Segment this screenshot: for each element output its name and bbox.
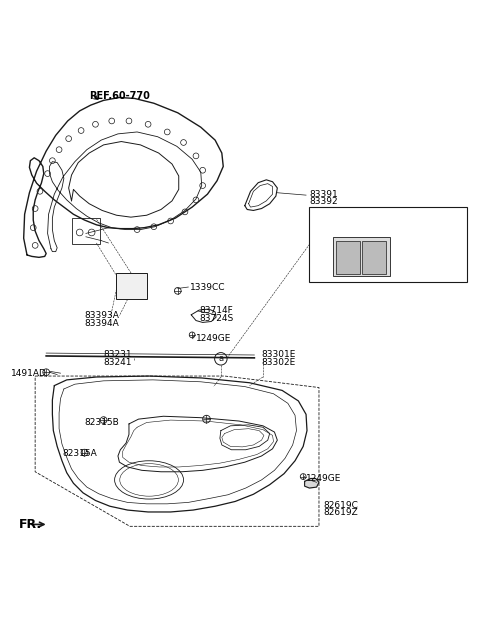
Text: 82315A: 82315A [62,449,96,458]
Bar [116,273,147,299]
Text: 83391: 83391 [310,190,338,198]
Text: FR.: FR. [19,518,42,531]
Bar [310,206,468,282]
Text: 82619C: 82619C [324,501,359,510]
Text: 1491AD: 1491AD [11,369,47,378]
Bar [336,241,360,273]
Bar [362,241,386,273]
Text: 1339CC: 1339CC [190,283,225,291]
Circle shape [132,283,140,291]
Text: 93582B: 93582B [362,237,397,247]
Text: 83231: 83231 [104,350,132,360]
Text: REF.60-770: REF.60-770 [89,91,150,100]
Circle shape [120,283,128,291]
Text: 83724S: 83724S [199,314,234,323]
Text: 82619Z: 82619Z [324,508,359,518]
Text: a: a [315,211,321,219]
Bar [72,218,100,244]
Text: 93582A: 93582A [362,230,397,239]
Text: 83241: 83241 [104,358,132,367]
Polygon shape [305,479,319,488]
Text: 83301E: 83301E [262,350,296,360]
Text: 83394A: 83394A [84,319,119,328]
Text: 83714F: 83714F [199,306,233,316]
Text: 83393A: 83393A [84,311,120,321]
Text: 83302E: 83302E [262,358,296,367]
Text: 83392: 83392 [310,197,338,206]
Text: a: a [218,354,223,363]
Text: 82315B: 82315B [84,418,119,427]
Text: 93581F: 93581F [368,276,402,285]
Text: 1249GE: 1249GE [306,474,341,483]
Bar [333,237,390,275]
Text: 1249GE: 1249GE [196,334,231,343]
